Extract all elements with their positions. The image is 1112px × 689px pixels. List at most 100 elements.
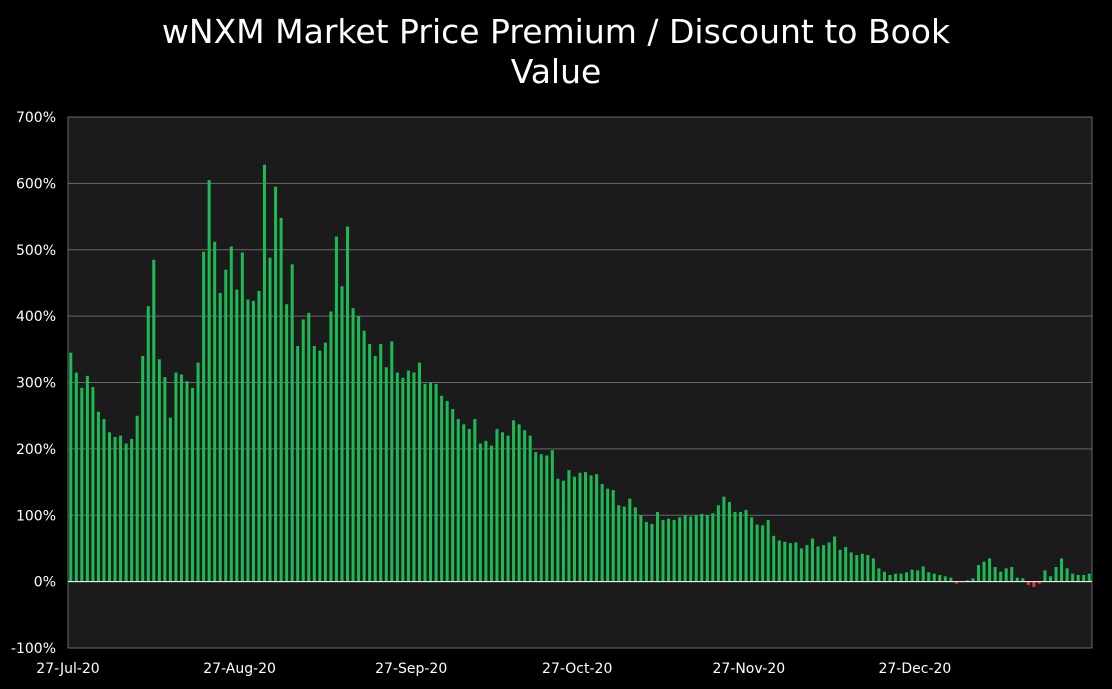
bar [977, 565, 981, 582]
bar [877, 568, 881, 582]
bar [1004, 568, 1008, 582]
bar [157, 359, 161, 582]
bar [600, 484, 604, 582]
bar [451, 409, 455, 582]
bar [655, 511, 660, 582]
bar [334, 236, 338, 582]
bars [69, 164, 1091, 587]
bar [816, 546, 820, 582]
bar [595, 474, 599, 582]
bar [628, 498, 632, 582]
bar [578, 472, 582, 582]
y-tick-label: 500% [16, 243, 56, 259]
bar [805, 545, 809, 582]
bar [91, 387, 95, 582]
bar [141, 355, 145, 582]
bar [1060, 558, 1064, 582]
bar [384, 367, 388, 582]
x-tick-label: 27-Nov-20 [712, 661, 785, 677]
x-tick-label: 27-Oct-20 [542, 661, 612, 677]
bar [528, 435, 532, 582]
bar [1021, 578, 1025, 582]
bar [318, 350, 322, 582]
bar [722, 496, 726, 582]
bar [1071, 573, 1075, 582]
bar [191, 387, 195, 582]
bar [401, 377, 405, 582]
y-tick-label: -100% [11, 641, 56, 657]
bar [971, 578, 975, 582]
chart-title: wNXM Market Price Premium / Discount to … [0, 12, 1112, 92]
bar [556, 478, 560, 582]
bar [224, 269, 228, 582]
bar [379, 344, 383, 582]
bar [860, 553, 864, 582]
bar [495, 428, 499, 582]
bar [174, 372, 178, 582]
bar [733, 511, 737, 582]
bar [910, 569, 914, 582]
bar [561, 480, 565, 582]
bar [251, 300, 255, 582]
bar [390, 341, 394, 582]
bar [80, 387, 84, 582]
x-tick-label: 27-Dec-20 [878, 661, 951, 677]
bar [340, 286, 344, 582]
bar [678, 517, 682, 582]
bar [965, 580, 969, 582]
bar [168, 417, 172, 582]
bar [694, 515, 698, 582]
bar [882, 571, 886, 582]
bar [1087, 573, 1091, 582]
bar [949, 577, 953, 582]
bar [74, 372, 78, 582]
bar [1015, 577, 1019, 582]
bar [412, 372, 416, 582]
bar [639, 515, 643, 582]
bar [229, 246, 233, 582]
bar [893, 573, 898, 582]
bar [373, 355, 377, 582]
bar [993, 567, 997, 582]
bar [1054, 567, 1058, 582]
bar [274, 186, 278, 582]
bar [772, 535, 776, 582]
bar [440, 395, 444, 582]
bar [517, 424, 521, 582]
bar [766, 519, 770, 582]
bar [473, 419, 477, 582]
bar [539, 454, 543, 582]
bar [611, 490, 615, 582]
bar [777, 540, 781, 582]
bar [285, 304, 289, 582]
bar [351, 308, 355, 582]
bar [905, 572, 909, 582]
bar [755, 524, 759, 582]
bar [672, 519, 676, 582]
bar [268, 257, 272, 582]
bar [362, 330, 366, 582]
bar [855, 555, 859, 582]
bar [196, 362, 200, 582]
bar [456, 419, 460, 582]
bar [96, 411, 100, 582]
bar [218, 292, 222, 582]
bar [888, 574, 892, 582]
bar [185, 381, 189, 582]
bar [357, 316, 361, 582]
x-tick-label: 27-Sep-20 [375, 661, 447, 677]
bar [207, 180, 211, 582]
bar [943, 576, 947, 582]
bar [113, 436, 117, 582]
bar [727, 501, 731, 582]
bar [368, 344, 372, 582]
bar [810, 538, 814, 582]
bar [700, 513, 704, 582]
bar [916, 570, 920, 582]
bar [711, 513, 715, 582]
bar [783, 541, 787, 582]
bar [572, 476, 576, 582]
y-tick-label: 600% [16, 176, 56, 192]
bar [1010, 567, 1014, 582]
